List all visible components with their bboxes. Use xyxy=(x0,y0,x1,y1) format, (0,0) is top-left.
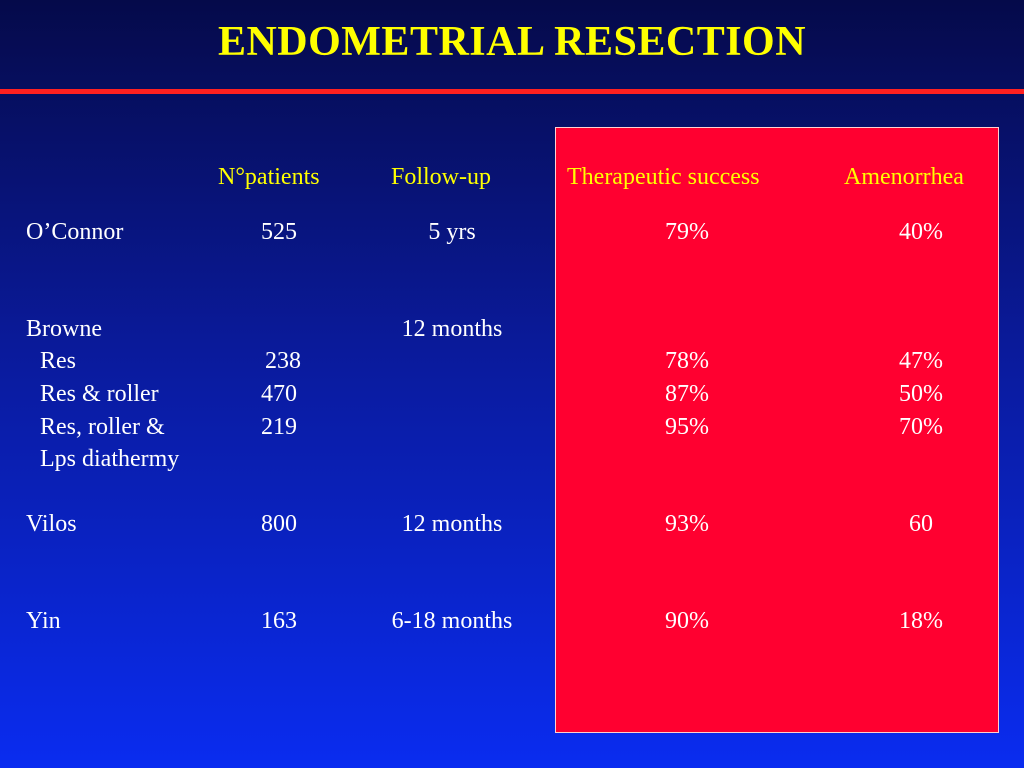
row-oconnor-followup: 5 yrs xyxy=(428,219,476,245)
header-amenorrhea: Amenorrhea xyxy=(844,164,964,190)
row-res-roller-lps-patients: 219 xyxy=(261,414,297,440)
header-followup: Follow-up xyxy=(391,164,492,190)
row-vilos-name: Vilos xyxy=(26,511,77,537)
row-oconnor-patients: 525 xyxy=(261,219,297,245)
row-res-roller-success: 87% xyxy=(665,381,709,407)
row-yin-amenorrhea: 18% xyxy=(899,608,943,634)
row-yin-followup: 6-18 months xyxy=(391,608,513,634)
row-res-roller-name: Res & roller xyxy=(40,381,159,407)
title-divider xyxy=(0,89,1024,94)
row-res-roller-lps-name-cont: Lps diathermy xyxy=(40,446,180,472)
row-res-roller-lps-success: 95% xyxy=(665,414,709,440)
row-yin-patients: 163 xyxy=(261,608,297,634)
row-res-patients: 238 xyxy=(265,348,301,374)
row-oconnor-amenorrhea: 40% xyxy=(899,219,943,245)
row-vilos-followup: 12 months xyxy=(401,511,503,537)
row-res-name: Res xyxy=(40,348,76,374)
header-patients: N°patients xyxy=(218,164,320,190)
slide-title: ENDOMETRIAL RESECTION xyxy=(217,19,807,65)
row-yin-name: Yin xyxy=(26,608,61,634)
row-res-roller-lps-name: Res, roller & xyxy=(40,414,165,440)
highlight-box xyxy=(555,127,999,733)
header-success: Therapeutic success xyxy=(567,164,760,190)
row-res-success: 78% xyxy=(665,348,709,374)
row-oconnor-success: 79% xyxy=(665,219,709,245)
row-browne-name: Browne xyxy=(26,316,102,342)
row-res-amenorrhea: 47% xyxy=(899,348,943,374)
row-res-roller-amenorrhea: 50% xyxy=(899,381,943,407)
row-vilos-patients: 800 xyxy=(261,511,297,537)
row-oconnor-name: O’Connor xyxy=(26,219,124,245)
row-yin-success: 90% xyxy=(665,608,709,634)
row-vilos-amenorrhea: 60 xyxy=(909,511,933,537)
row-res-roller-lps-amenorrhea: 70% xyxy=(899,414,943,440)
row-vilos-success: 93% xyxy=(665,511,709,537)
row-browne-followup: 12 months xyxy=(401,316,503,342)
row-res-roller-patients: 470 xyxy=(261,381,297,407)
